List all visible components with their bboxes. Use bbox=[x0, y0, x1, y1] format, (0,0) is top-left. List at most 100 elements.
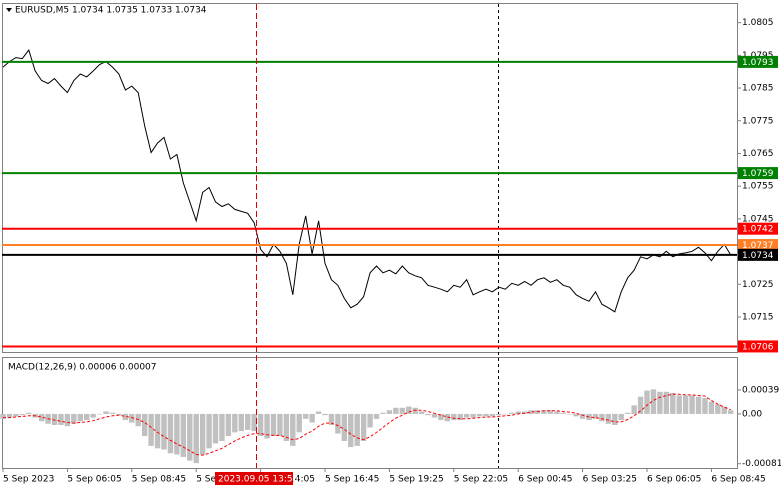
macd-bar bbox=[425, 413, 431, 416]
macd-bar bbox=[708, 401, 715, 414]
macd-bar bbox=[206, 413, 212, 449]
macd-bar bbox=[528, 410, 534, 414]
macd-bar bbox=[567, 413, 573, 415]
macd-bar bbox=[193, 413, 199, 464]
level-label-box bbox=[738, 248, 778, 261]
macd-bar bbox=[154, 413, 161, 449]
x-tick-label: 5 Sep 19:25 bbox=[389, 475, 443, 485]
macd-bar bbox=[547, 410, 554, 414]
macd-bar bbox=[19, 413, 26, 416]
macd-bar bbox=[412, 407, 418, 414]
macd-bar bbox=[644, 390, 650, 414]
macd-bar bbox=[199, 413, 206, 455]
macd-bar bbox=[612, 413, 618, 425]
macd-bar bbox=[219, 413, 225, 441]
price-panel bbox=[2, 3, 738, 353]
macd-bar bbox=[541, 410, 547, 414]
macd-bar bbox=[225, 413, 232, 437]
macd-bar bbox=[483, 413, 489, 417]
macd-bar bbox=[618, 413, 624, 421]
macd-bar bbox=[560, 412, 566, 414]
macd-bar bbox=[489, 413, 496, 417]
y-tick-label: 1.0745 bbox=[742, 214, 774, 224]
macd-bar bbox=[141, 413, 148, 437]
macd-bar bbox=[26, 412, 32, 414]
macd-bar bbox=[328, 413, 335, 425]
macd-bar bbox=[605, 413, 612, 424]
macd-bar bbox=[399, 407, 405, 414]
macd-bar bbox=[715, 404, 721, 414]
level-label: 1.0706 bbox=[742, 342, 774, 352]
macd-bar bbox=[457, 413, 463, 421]
macd-bar bbox=[438, 413, 444, 421]
macd-bar bbox=[13, 413, 19, 417]
macd-bar bbox=[554, 411, 560, 414]
x-tick-label: 6 Sep 03:25 bbox=[583, 475, 637, 485]
macd-bar bbox=[463, 413, 470, 418]
macd-bar bbox=[51, 413, 58, 425]
macd-bar bbox=[302, 413, 309, 419]
y-tick-label: 1.0755 bbox=[742, 182, 774, 192]
y-tick-label: 1.0785 bbox=[742, 84, 774, 94]
macd-bar bbox=[257, 413, 264, 437]
y-tick-label: 0.00039 bbox=[742, 385, 779, 395]
macd-bar bbox=[670, 393, 676, 414]
x-tick-label: 6 Sep 00:45 bbox=[518, 475, 572, 485]
macd-bar bbox=[534, 410, 541, 414]
macd-bar bbox=[174, 413, 180, 455]
menu-arrow bbox=[6, 8, 12, 12]
x-tick-label: 6 Sep 08:45 bbox=[711, 475, 765, 485]
price-line bbox=[2, 49, 732, 313]
macd-bar bbox=[502, 413, 509, 415]
macd-bar bbox=[367, 413, 373, 428]
macd-bar bbox=[406, 406, 412, 414]
macd-bar bbox=[238, 413, 244, 432]
macd-bar bbox=[682, 395, 689, 414]
macd-bar bbox=[270, 413, 277, 437]
level-label-box bbox=[738, 55, 778, 68]
y-tick-label: -0.00081 bbox=[742, 459, 781, 469]
macd-bar bbox=[624, 412, 631, 414]
macd-bar bbox=[180, 413, 187, 457]
macd-bar bbox=[109, 412, 116, 414]
macd-bar bbox=[418, 411, 425, 414]
x-tick-label: 5 Sep 2023 bbox=[3, 475, 54, 485]
y-tick-label: 0.00 bbox=[742, 409, 762, 419]
macd-bar bbox=[167, 413, 174, 454]
level-label-box bbox=[738, 340, 778, 353]
cursor-label: 2023.09.05 13:55 bbox=[218, 475, 298, 485]
macd-bar bbox=[444, 413, 451, 422]
macd-bar bbox=[296, 413, 302, 433]
x-tick-label: 5 Sep 06:05 bbox=[67, 475, 121, 485]
macd-bar bbox=[360, 413, 367, 441]
macd-bar bbox=[58, 413, 64, 425]
macd-bar bbox=[309, 413, 315, 423]
macd-bar bbox=[631, 405, 637, 414]
macd-bar bbox=[277, 413, 283, 437]
level-label-box bbox=[738, 239, 778, 252]
macd-bar bbox=[592, 413, 599, 419]
macd-bar bbox=[521, 411, 528, 414]
macd-bar bbox=[232, 413, 238, 433]
macd-bar bbox=[251, 413, 257, 432]
macd-bar bbox=[71, 413, 77, 424]
macd-bar bbox=[573, 413, 579, 417]
macd-bar bbox=[129, 413, 135, 423]
macd-bar bbox=[341, 413, 348, 441]
macd-bar bbox=[657, 391, 663, 414]
signal-line bbox=[3, 393, 731, 456]
level-label: 1.0737 bbox=[742, 241, 774, 251]
macd-bar bbox=[451, 413, 457, 421]
macd-bar bbox=[103, 411, 109, 414]
y-tick-label: 1.0725 bbox=[742, 280, 774, 290]
macd-bar bbox=[6, 413, 13, 418]
macd-bar bbox=[431, 413, 438, 418]
macd-title: MACD(12,26,9) 0.00006 0.00007 bbox=[8, 363, 157, 373]
macd-bar bbox=[0, 413, 6, 419]
level-label: 1.0742 bbox=[742, 225, 774, 235]
macd-bar bbox=[315, 411, 322, 414]
x-tick-label: 6 Sep 06:05 bbox=[647, 475, 701, 485]
macd-bar bbox=[515, 411, 521, 414]
